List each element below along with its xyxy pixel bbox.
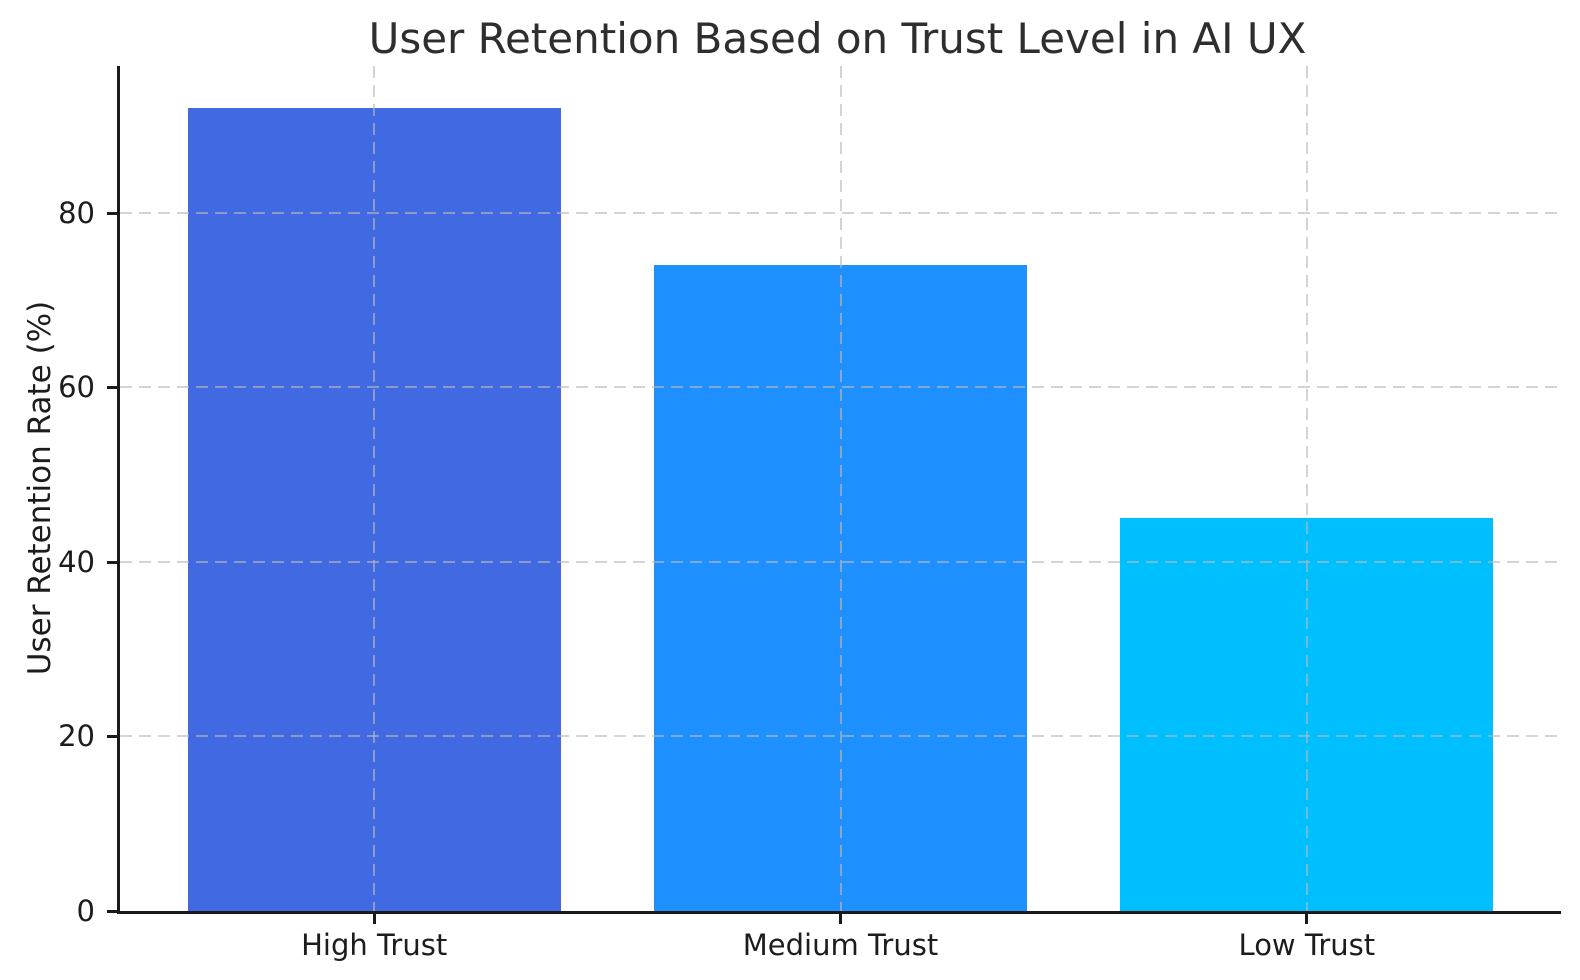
x-tick-label: Medium Trust (742, 928, 939, 962)
x-tick-mark (1305, 914, 1309, 924)
x-tick-mark (839, 914, 842, 924)
x-tick-mark (372, 914, 376, 924)
y-tick-mark (107, 735, 117, 739)
gridline-vertical (373, 66, 376, 911)
y-tick-label: 0 (76, 894, 95, 928)
y-axis-label-text: User Retention Rate (%) (22, 300, 58, 676)
y-tick-label: 80 (58, 195, 95, 230)
y-tick-mark (107, 211, 117, 215)
gridline-vertical (839, 66, 842, 911)
x-tick-label: High Trust (301, 928, 448, 962)
x-tick-label: Low Trust (1238, 928, 1376, 962)
y-tick-label: 40 (58, 544, 95, 579)
gridline-vertical (1305, 66, 1308, 911)
y-tick-mark (107, 910, 117, 913)
y-tick-label: 20 (58, 719, 95, 754)
y-tick-mark (107, 386, 117, 390)
y-tick-label: 60 (58, 370, 95, 405)
plot-area (117, 66, 1561, 914)
y-tick-mark (107, 560, 117, 564)
chart-title: User Retention Based on Trust Level in A… (368, 14, 1307, 63)
